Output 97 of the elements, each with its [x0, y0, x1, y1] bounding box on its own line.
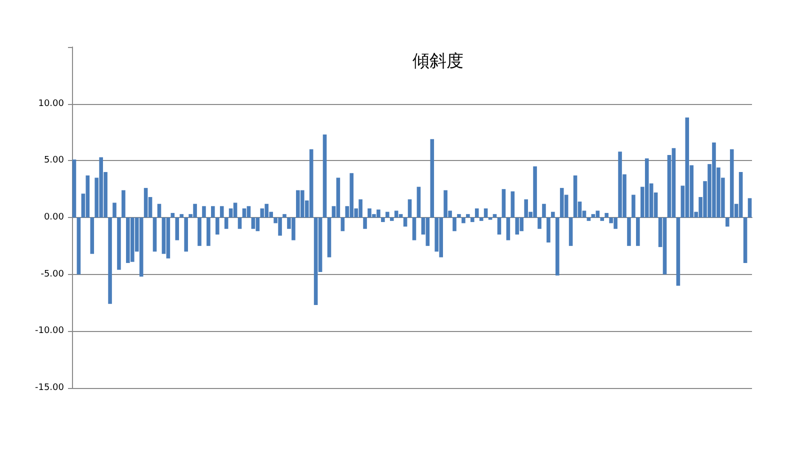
- chart-title: 傾斜度: [412, 52, 464, 72]
- bar: [730, 149, 734, 218]
- bar: [390, 218, 394, 221]
- bar: [497, 218, 502, 235]
- bar: [600, 218, 604, 221]
- bar: [211, 206, 215, 218]
- bar: [636, 218, 640, 246]
- bar: [180, 214, 184, 218]
- bar: [591, 214, 596, 218]
- bar: [676, 218, 680, 286]
- bar: [573, 175, 578, 218]
- bar: [144, 188, 148, 218]
- bar: [492, 214, 497, 218]
- y-tick-label: 10.00: [38, 98, 64, 109]
- bar: [403, 218, 408, 227]
- y-tick-label: 5.00: [44, 156, 64, 166]
- bar: [233, 202, 238, 218]
- y-tick-label: -10.00: [34, 326, 64, 336]
- bar: [112, 202, 116, 218]
- bar: [604, 212, 609, 218]
- bar: [632, 194, 636, 218]
- bar: [72, 160, 76, 218]
- bar: [555, 218, 560, 276]
- bar: [408, 199, 412, 218]
- bar: [546, 218, 550, 243]
- bar: [152, 218, 157, 252]
- bar: [166, 218, 170, 258]
- bar: [542, 204, 546, 218]
- bar: [466, 214, 470, 218]
- bar: [644, 158, 649, 218]
- bar: [568, 218, 573, 246]
- bar: [462, 218, 466, 224]
- bar: [184, 218, 188, 252]
- bar: [685, 117, 690, 218]
- bar: [242, 208, 246, 218]
- bar: [202, 206, 206, 218]
- bar: [260, 208, 264, 218]
- bar: [327, 218, 332, 258]
- bar: [385, 212, 390, 218]
- bar: [76, 218, 81, 274]
- bar: [738, 172, 743, 218]
- bar: [238, 218, 242, 229]
- bar: [725, 218, 730, 227]
- bar: [506, 218, 510, 240]
- bar: [515, 218, 520, 235]
- bar: [743, 218, 748, 263]
- bar: [672, 148, 676, 218]
- bar: [246, 206, 251, 218]
- bar: [484, 208, 488, 218]
- bar: [586, 218, 591, 221]
- bar: [416, 186, 421, 218]
- bar: [452, 218, 456, 232]
- bar: [381, 218, 385, 222]
- bar: [322, 134, 327, 218]
- y-tick-label: -15.00: [34, 383, 64, 393]
- bar: [426, 218, 430, 246]
- bar: [198, 218, 202, 246]
- bar: [117, 218, 121, 270]
- bar: [479, 218, 484, 221]
- bar: [90, 218, 94, 254]
- bar: [412, 218, 416, 240]
- bar: [309, 149, 314, 218]
- bar: [282, 214, 286, 218]
- bar: [157, 204, 162, 218]
- bar: [108, 218, 112, 304]
- bar: [256, 218, 260, 232]
- bar: [560, 188, 564, 218]
- bar: [538, 218, 542, 229]
- bar: [215, 218, 220, 235]
- bar: [510, 191, 515, 218]
- bar: [398, 214, 403, 218]
- bar: [394, 210, 398, 218]
- bar: [363, 218, 367, 229]
- y-tick-label: -5.00: [40, 269, 64, 280]
- bar: [662, 218, 667, 274]
- bar: [748, 198, 752, 218]
- bar: [457, 214, 461, 218]
- bar: [502, 189, 506, 218]
- bar: [175, 218, 180, 240]
- bar: [206, 218, 210, 246]
- bar: [314, 218, 318, 306]
- bar: [336, 178, 340, 218]
- bar: [224, 218, 228, 229]
- bar: [251, 218, 256, 229]
- bar: [551, 212, 555, 218]
- bar: [139, 218, 144, 277]
- bar: [170, 212, 175, 218]
- bar: [340, 218, 345, 232]
- bar: [596, 210, 600, 218]
- bar: [474, 208, 479, 218]
- bar: [220, 206, 224, 218]
- bar: [627, 218, 631, 246]
- bar: [122, 190, 126, 218]
- bar: [430, 139, 434, 218]
- y-tick-label: 0.00: [44, 212, 64, 222]
- bar: [86, 175, 90, 218]
- bar: [470, 218, 474, 222]
